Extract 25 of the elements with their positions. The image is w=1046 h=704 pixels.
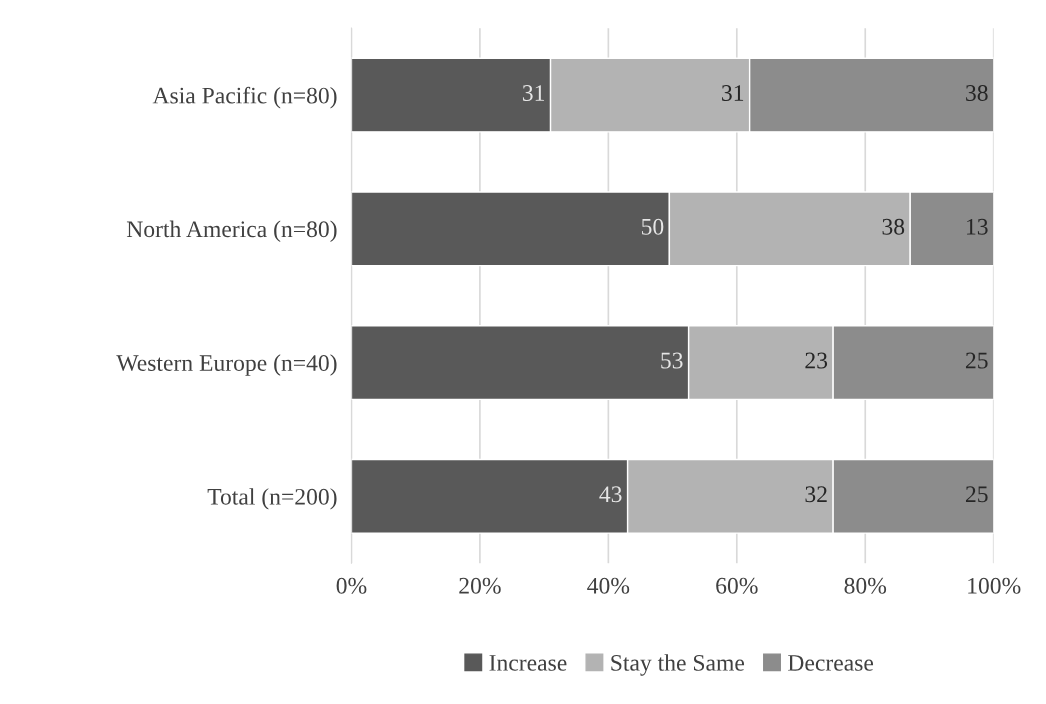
legend-label: Increase — [489, 655, 567, 671]
legend-label: Decrease — [788, 655, 874, 671]
x-tick-label: 60% — [716, 577, 758, 594]
data-label: 25 — [965, 486, 988, 503]
x-tick-label: 0% — [336, 577, 367, 594]
x-tick-label: 20% — [459, 577, 501, 594]
data-label: 31 — [722, 85, 744, 101]
x-tick-label: 40% — [587, 577, 630, 594]
data-label: 32 — [805, 486, 827, 503]
y-tick-label: North America (n=80) — [126, 220, 337, 243]
y-tick-label: Western Europe (n=40) — [116, 354, 337, 376]
data-label: 38 — [966, 85, 988, 101]
data-label: 38 — [882, 218, 905, 235]
data-label: 31 — [522, 85, 544, 101]
data-label: 23 — [805, 352, 828, 369]
x-tick-label: 80% — [844, 577, 887, 594]
y-tick-label: Total (n=200) — [207, 488, 337, 510]
data-label: 50 — [641, 218, 664, 235]
x-tick-label: 100% — [968, 577, 1021, 594]
y-tick-label: Asia Pacific (n=80) — [152, 86, 337, 109]
data-label: 13 — [967, 218, 988, 235]
legend-label: Stay the Same — [611, 654, 745, 676]
data-label: 53 — [661, 352, 683, 369]
data-label: 43 — [599, 486, 622, 503]
data-label: 25 — [965, 352, 988, 369]
